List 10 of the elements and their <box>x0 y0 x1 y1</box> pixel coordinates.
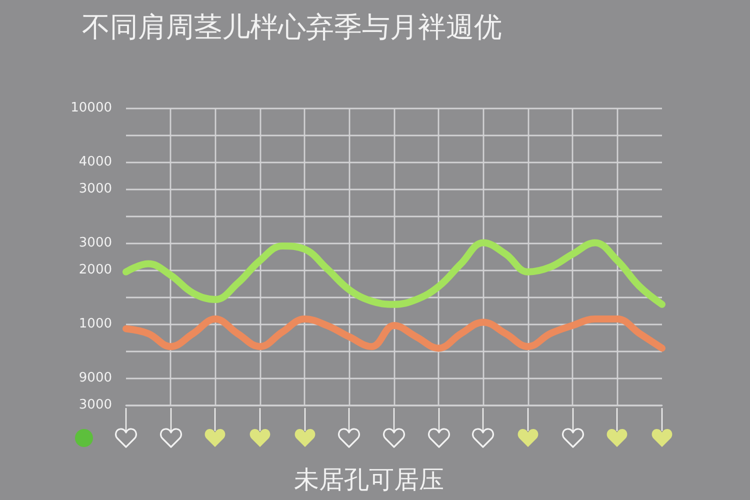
category-label: 10000 <box>70 100 112 116</box>
category-label: 1000 <box>78 316 112 332</box>
x-axis-title: 未居孔可居压 <box>294 465 444 494</box>
category-label: 4000 <box>78 154 112 170</box>
category-label: 3000 <box>78 398 112 412</box>
category-label: 9000 <box>78 370 112 386</box>
chart-title: 不同肩周茎儿柈心弃季与月袢週优 <box>82 10 502 44</box>
category-label: 3000 <box>78 236 112 250</box>
category-label: 2000 <box>78 262 112 278</box>
category-label: 3000 <box>78 182 112 196</box>
